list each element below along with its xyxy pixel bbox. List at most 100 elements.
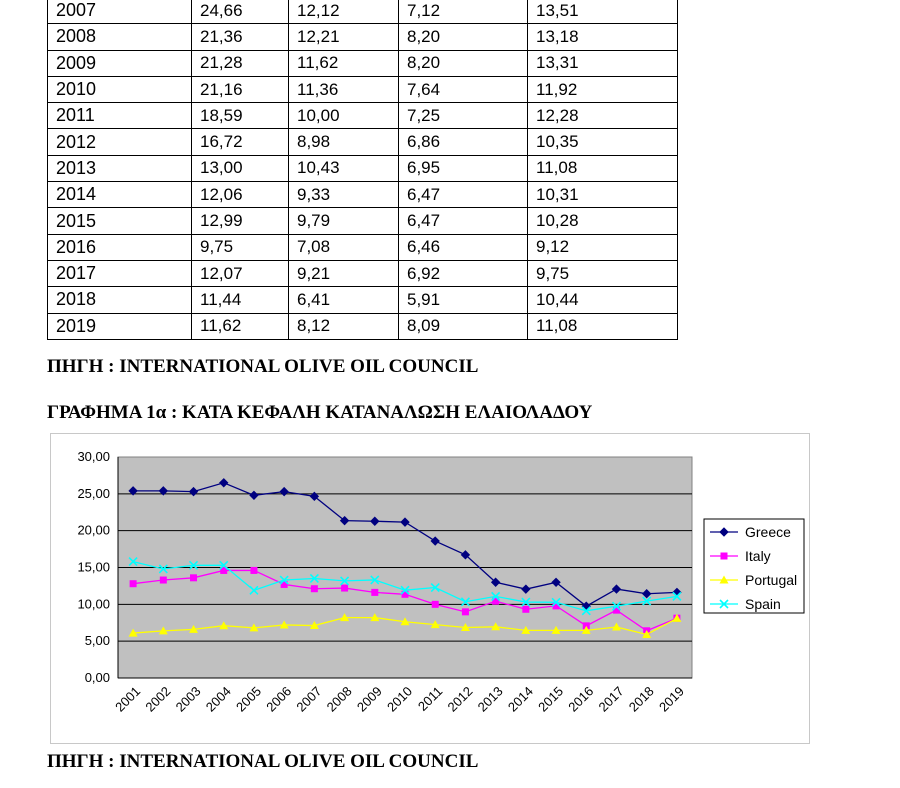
value-cell: 10,31 (527, 181, 678, 209)
x-tick-label: 2019 (656, 684, 687, 715)
data-point-greece (430, 536, 440, 546)
table-row: 2015 12,99 9,79 6,47 10,28 (47, 207, 678, 235)
value-cell: 6,86 (398, 128, 528, 156)
data-point-italy (129, 580, 137, 588)
data-point-spain (340, 576, 350, 586)
value-cell: 10,00 (288, 102, 399, 130)
x-tick-label: 2011 (415, 684, 445, 714)
x-tick-label: 2012 (444, 684, 475, 715)
value-cell: 11,08 (527, 154, 678, 183)
value-cell: 12,99 (191, 207, 289, 235)
chart-heading: ΓΡΑΦΗΜΑ 1α : ΚΑΤΑ ΚΕΦΑΛΗ ΚΑΤΑΝΑΛΩΣΗ ΕΛΑΙ… (47, 402, 593, 423)
table-row: 2012 16,72 8,98 6,86 10,35 (47, 128, 678, 156)
value-cell: 7,64 (398, 75, 528, 104)
year-cell: 2012 (47, 128, 192, 156)
data-point-greece (490, 577, 501, 587)
data-point-greece (219, 478, 229, 488)
value-cell: 8,98 (288, 128, 399, 156)
value-cell: 10,43 (288, 154, 399, 183)
consumption-table: 2007 24,66 12,12 7,12 13,51 2008 21,36 12,21 8,2… (47, 0, 678, 340)
table-row: 2008 21,36 12,21 8,20 13,18 (47, 23, 678, 51)
year-cell: 2009 (47, 49, 192, 77)
data-point-portugal (219, 621, 229, 630)
year-cell: 2013 (47, 154, 192, 183)
data-point-spain (491, 591, 501, 601)
data-point-greece (521, 584, 531, 594)
table-row: 2010 21,16 11,36 7,64 11,92 (47, 75, 678, 104)
data-point-greece (460, 550, 471, 560)
year-cell: 2015 (47, 207, 192, 235)
table-body: 2007 24,66 12,12 7,12 13,51 2008 21,36 12,21 8,2… (47, 0, 678, 340)
legend-label-greece: Greece (745, 524, 791, 540)
table-row: 2018 11,44 6,41 5,91 10,44 (47, 286, 678, 314)
value-cell: 7,12 (398, 0, 528, 25)
value-cell: 11,62 (191, 312, 289, 340)
value-cell: 11,36 (288, 75, 399, 104)
data-point-spain (219, 560, 229, 570)
value-cell: 6,46 (398, 233, 528, 261)
data-point-italy (582, 622, 590, 630)
data-point-greece (400, 517, 410, 527)
value-cell: 8,20 (398, 23, 528, 51)
table-row: 2007 24,66 12,12 7,12 13,51 (47, 0, 678, 25)
data-point-spain (430, 582, 440, 593)
data-point-italy (401, 590, 409, 598)
x-tick-label: 2016 (565, 684, 596, 715)
table-row: 2014 12,06 9,33 6,47 10,31 (47, 181, 678, 209)
value-cell: 11,62 (288, 49, 399, 77)
data-point-italy (159, 576, 167, 584)
data-point-portugal (279, 620, 289, 629)
data-point-spain (460, 597, 470, 607)
value-cell: 21,16 (191, 75, 289, 104)
value-cell: 10,35 (527, 128, 678, 156)
data-point-spain (551, 597, 561, 607)
value-cell: 6,41 (288, 286, 399, 314)
x-tick-label: 2010 (384, 684, 415, 715)
data-point-italy (371, 588, 379, 596)
value-cell: 11,08 (527, 312, 678, 340)
data-point-italy (431, 600, 439, 608)
data-point-portugal (521, 625, 531, 634)
x-tick-label: 2009 (354, 684, 385, 715)
data-point-greece (249, 490, 259, 501)
data-point-italy (522, 605, 530, 613)
data-point-greece (339, 515, 350, 526)
data-point-spain (158, 564, 168, 574)
data-point-portugal (581, 625, 591, 634)
value-cell: 8,20 (398, 49, 528, 77)
data-point-portugal (340, 613, 350, 622)
x-tick-label: 2008 (324, 684, 355, 715)
value-cell: 9,21 (288, 259, 399, 288)
data-point-greece (641, 589, 652, 599)
x-tick-label: 2007 (293, 684, 324, 715)
data-point-italy (190, 574, 198, 582)
value-cell: 12,21 (288, 23, 399, 51)
y-tick-label: 30,00 (77, 449, 110, 464)
data-point-spain (309, 573, 319, 584)
y-tick-label: 15,00 (77, 560, 110, 575)
y-tick-label: 25,00 (77, 486, 110, 501)
y-tick-label: 5,00 (85, 633, 110, 648)
table-row: 2019 11,62 8,12 8,09 11,08 (47, 312, 678, 340)
legend-marker-spain (719, 599, 729, 609)
data-point-greece (188, 486, 199, 497)
data-point-portugal (158, 626, 168, 635)
data-point-spain (188, 560, 199, 570)
data-point-portugal (400, 617, 410, 626)
data-point-italy (310, 585, 318, 593)
x-tick-label: 2002 (142, 684, 173, 715)
data-point-italy (552, 602, 560, 610)
value-cell: 8,09 (398, 312, 528, 340)
data-point-greece (309, 491, 320, 502)
x-tick-label: 2003 (173, 684, 204, 715)
data-point-portugal (189, 624, 199, 633)
legend-label-spain: Spain (745, 596, 781, 612)
legend-marker-portugal (719, 575, 729, 584)
value-cell: 7,25 (398, 102, 528, 130)
value-cell: 11,44 (191, 286, 289, 314)
data-point-italy (461, 608, 469, 616)
data-point-spain (581, 606, 591, 616)
x-tick-label: 2018 (626, 684, 657, 715)
data-point-portugal (491, 622, 501, 631)
data-point-portugal (249, 623, 259, 632)
